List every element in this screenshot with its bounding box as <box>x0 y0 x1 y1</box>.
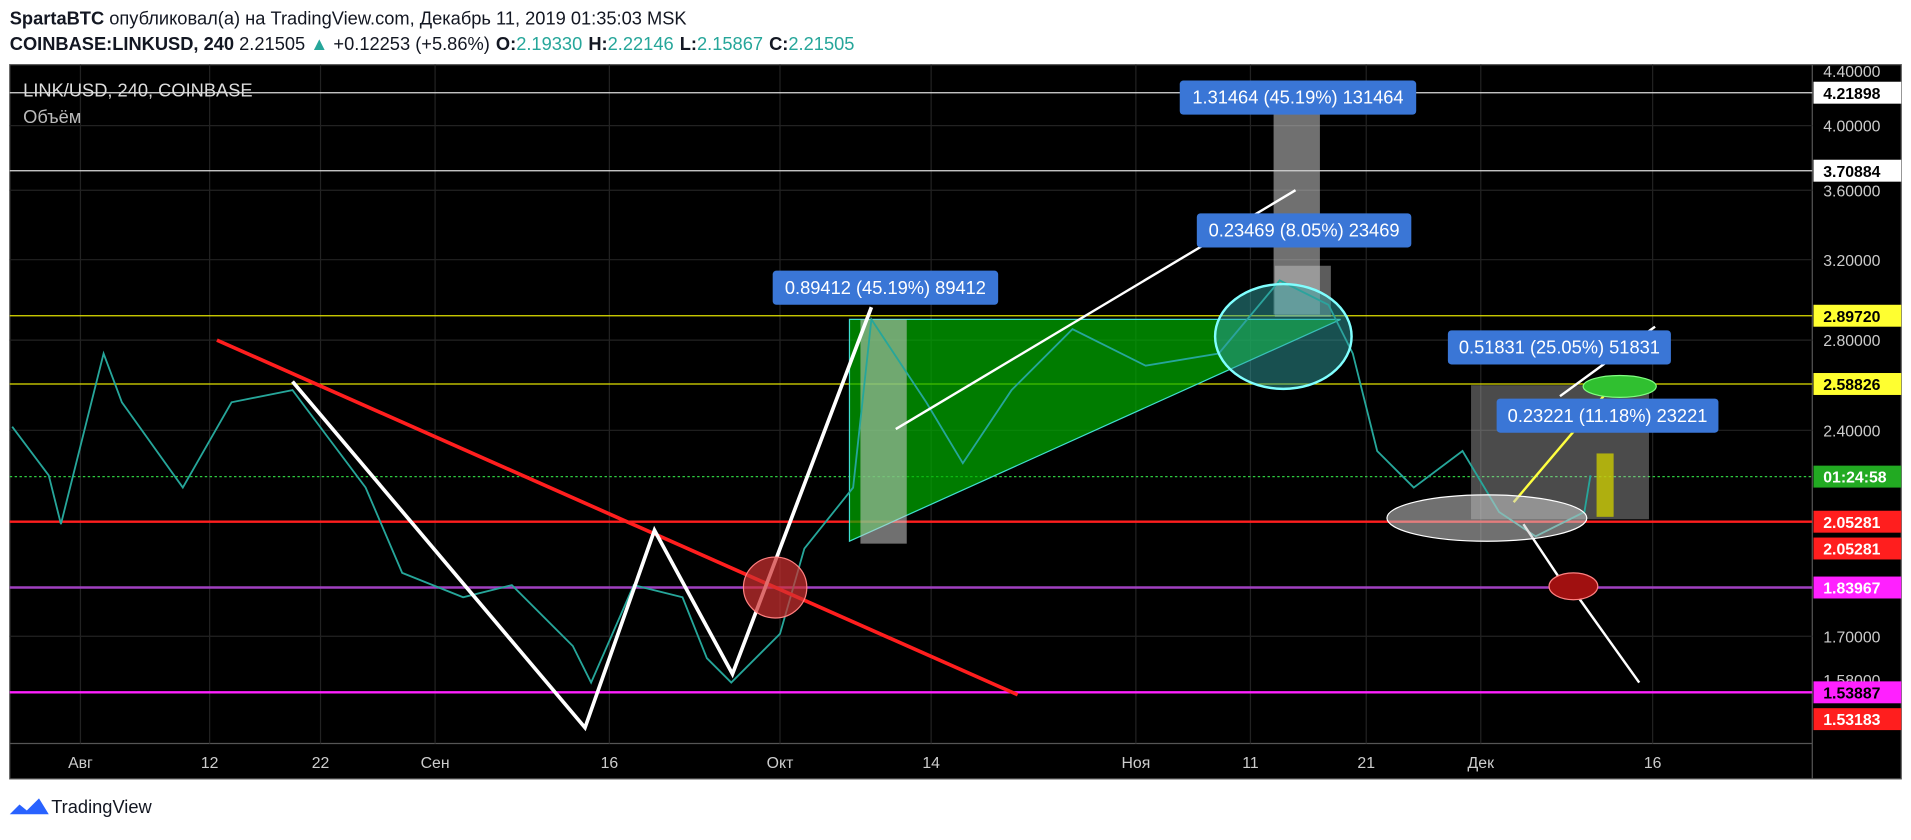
measure-box <box>1179 80 1417 115</box>
ohlc-value: 2.15867 <box>697 33 763 54</box>
price-label: 1.53887 <box>1823 685 1880 702</box>
price-label: 2.05281 <box>1823 542 1880 559</box>
ohlc-label: H: <box>588 33 607 54</box>
author: SpartaBTC <box>10 7 104 28</box>
time-label: 12 <box>201 755 219 772</box>
price-label: 01:24:58 <box>1823 470 1887 487</box>
time-label: 16 <box>601 755 619 772</box>
measure-box <box>1196 213 1412 248</box>
time-label: Сен <box>421 755 450 772</box>
time-label: 16 <box>1644 755 1662 772</box>
time-label: 21 <box>1357 755 1375 772</box>
symbol-line: COINBASE:LINKUSD, 240 2.21505 ▲ +0.12253… <box>10 33 855 54</box>
time-label: 11 <box>1242 755 1259 772</box>
price-label: 1.53183 <box>1823 712 1880 729</box>
time-label: Дек <box>1468 755 1495 772</box>
price-label-box <box>1813 510 1902 533</box>
arrow: ▲ <box>310 33 328 54</box>
symbol: COINBASE:LINKUSD, 240 <box>10 33 234 54</box>
price-label: 2.58826 <box>1823 377 1880 394</box>
price-label-box <box>1813 537 1902 560</box>
measure-box <box>1496 398 1719 433</box>
time-axis: Авг 12 22 Сен 16 Окт 14 Ноя 11 21 Дек 16 <box>68 755 1662 772</box>
price-label: 1.70000 <box>1823 629 1880 646</box>
price-label-box <box>1813 373 1902 395</box>
ohlc-label: L: <box>680 33 697 54</box>
measure-label: 0.23469 (8.05%) 23469 <box>1209 220 1400 241</box>
footer-brand: TradingView <box>51 796 152 817</box>
price-label-box <box>1813 708 1902 731</box>
ohlc-value: 2.19330 <box>516 33 582 54</box>
change: +0.12253 (+5.86%) <box>333 33 489 54</box>
ohlc-label: C: <box>769 33 788 54</box>
time-label: 14 <box>922 755 940 772</box>
price-label: 2.05281 <box>1823 515 1880 532</box>
price-label: 4.40000 <box>1823 64 1880 81</box>
ohlc-value: 2.21505 <box>788 33 854 54</box>
annotations: 0.89412 (45.19%) 89412 1.31464 (45.19%) 1… <box>772 80 1719 433</box>
measure-label: 0.89412 (45.19%) 89412 <box>785 277 986 298</box>
price-axis: 4.40000 4.21898 4.00000 3.70884 3.60000 3.200… <box>1813 64 1902 731</box>
price-label-box <box>1813 159 1902 182</box>
time-label: Ноя <box>1121 755 1150 772</box>
price-label: 3.70884 <box>1823 164 1880 181</box>
ohlc-value: 2.22146 <box>608 33 674 54</box>
measure-label: 0.23221 (11.18%) 23221 <box>1508 405 1708 426</box>
price-label: 2.80000 <box>1823 333 1880 350</box>
price-label-box <box>1813 304 1902 327</box>
measure-box <box>1447 330 1671 365</box>
header-line: SpartaBTC опубликовал(а) на TradingView.… <box>10 7 687 28</box>
price-label-box <box>1813 681 1902 704</box>
time-label: Авг <box>68 755 93 772</box>
price-label-box <box>1813 81 1902 104</box>
price-label-box <box>1813 465 1902 488</box>
published: опубликовал(а) на TradingView.com, Декаб… <box>109 7 686 28</box>
price-label: 2.40000 <box>1823 423 1880 440</box>
price-label: 4.21898 <box>1823 86 1880 103</box>
logo <box>9 798 49 815</box>
price-label: 4.00000 <box>1823 119 1880 136</box>
time-label: Окт <box>767 755 794 772</box>
measure-label: 1.31464 (45.19%) 131464 <box>1192 87 1403 108</box>
price-label-box <box>1813 576 1902 599</box>
measure-box <box>772 270 999 305</box>
price-label: 3.20000 <box>1823 253 1880 270</box>
drawings <box>9 92 1813 732</box>
price-label: 3.60000 <box>1823 183 1880 200</box>
time-label: 22 <box>312 755 330 772</box>
ohlc-label: O: <box>496 33 516 54</box>
price-label: 2.89720 <box>1823 309 1880 326</box>
legend-volume: Объём <box>23 106 81 127</box>
last: 2.21505 <box>239 33 305 54</box>
measure-label: 0.51831 (25.05%) 51831 <box>1459 337 1660 358</box>
price-label: 1.83967 <box>1823 581 1880 598</box>
legend-title: LINK/USD, 240, COINBASE <box>23 79 252 100</box>
